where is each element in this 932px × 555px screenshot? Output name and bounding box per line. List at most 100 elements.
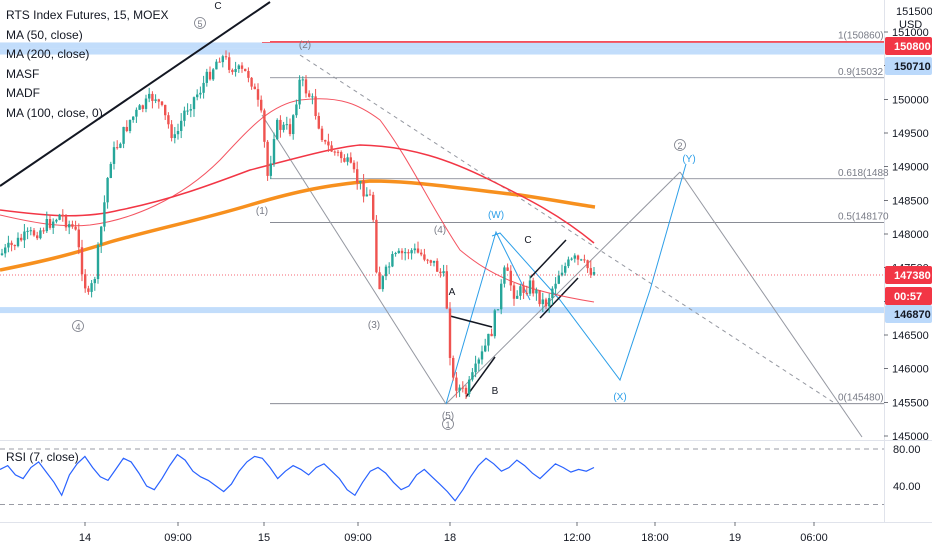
- candle-body: [167, 115, 170, 125]
- candle-body: [247, 71, 250, 78]
- candle-body: [349, 157, 352, 163]
- candle-body: [109, 163, 112, 178]
- dashed-trendline[interactable]: [299, 54, 834, 403]
- candle-body: [432, 260, 436, 263]
- candle-body: [0, 253, 4, 255]
- candle-body: [192, 97, 196, 110]
- candle-body: [340, 152, 343, 159]
- candle-body: [202, 82, 205, 93]
- wave-label-9: 2: [677, 141, 682, 151]
- wave-label-12: (X): [613, 392, 626, 403]
- wave-label-3: (1): [256, 206, 268, 217]
- candle-body: [212, 69, 215, 80]
- candle-body: [487, 333, 490, 346]
- support-zone-1: [0, 48, 884, 55]
- wedge-line-bottom[interactable]: [539, 277, 579, 319]
- candle-body: [231, 69, 234, 73]
- price-label-box-4: [885, 287, 932, 305]
- candle-body: [237, 65, 240, 70]
- time-tick-4: 18: [444, 532, 456, 544]
- elliott-line-1[interactable]: [261, 114, 447, 405]
- triangle-line-bottom[interactable]: [465, 356, 496, 398]
- legend-madf[interactable]: MADF: [6, 86, 40, 100]
- candle-body: [13, 245, 16, 247]
- price-label-2: 150710: [894, 61, 931, 73]
- fib-label-0: 1(150860): [838, 30, 884, 41]
- time-tick-8: 06:00: [800, 532, 828, 544]
- price-label-box-2: [885, 57, 932, 75]
- price-label-5: 146870: [894, 309, 931, 321]
- candle-body: [570, 258, 573, 260]
- wedge-line-top[interactable]: [529, 239, 567, 279]
- time-tick-7: 19: [729, 532, 741, 544]
- price-tick-11: 145500: [892, 397, 929, 409]
- candle-body: [580, 259, 583, 261]
- time-axis[interactable]: 14 09:00 15 09:00 18 12:00 18:00 19 06:00: [79, 522, 828, 544]
- candle-body: [170, 124, 173, 139]
- candle-body: [87, 288, 90, 292]
- legend-masf[interactable]: MASF: [6, 66, 40, 81]
- candle-body: [429, 260, 432, 263]
- candle-body: [304, 79, 308, 94]
- triangle-line-top[interactable]: [449, 315, 493, 328]
- wave-label-11: (Y): [682, 154, 695, 165]
- candle-body: [52, 221, 55, 228]
- projection-path-a[interactable]: [445, 230, 531, 405]
- candle-body: [266, 141, 269, 176]
- candle-body: [583, 259, 586, 261]
- wave-label-15: C: [524, 235, 531, 246]
- candle-body: [455, 377, 458, 391]
- candle-body: [183, 110, 186, 121]
- candle-body: [464, 387, 468, 394]
- candle-body: [461, 387, 464, 389]
- elliott-line-3[interactable]: [679, 171, 863, 438]
- candle-body: [317, 116, 320, 129]
- wave-label-ring: [194, 17, 206, 29]
- rsi-legend[interactable]: RSI (7, close): [6, 450, 79, 464]
- candle-body: [138, 105, 141, 110]
- candle-body: [93, 279, 96, 284]
- drawings-layer[interactable]: [0, 1, 863, 438]
- candle-body: [410, 250, 413, 254]
- candle-body: [532, 280, 535, 294]
- candle-body: [500, 283, 503, 310]
- projection-path-w-x-y[interactable]: [491, 163, 687, 382]
- wave-label-14: B: [492, 386, 499, 397]
- candle-body: [535, 290, 538, 294]
- candle-body: [490, 333, 493, 337]
- candle-body: [445, 271, 448, 309]
- legend-ma200[interactable]: MA (200, close): [6, 47, 90, 61]
- elliott-line-2[interactable]: [445, 171, 681, 405]
- candle-body: [173, 134, 176, 139]
- wave-label-2: (2): [299, 40, 311, 51]
- candle-body: [567, 259, 570, 267]
- candle-body: [45, 219, 48, 232]
- wave-labels: C 5 (2) (1) (4) (3) 4 (5)1 2 (W) (Y) (X) A B C: [72, 1, 696, 430]
- candle-body: [141, 105, 144, 109]
- candle-body: [132, 116, 135, 120]
- price-labels: 150800 150710 147380 00:57 146870: [885, 37, 932, 323]
- candle-body: [7, 242, 10, 248]
- legend-title[interactable]: RTS Index Futures, 15, MOEX: [6, 8, 169, 22]
- candle-body: [506, 267, 509, 271]
- wave-label-6: 4: [75, 322, 80, 332]
- trendline-channel[interactable]: [0, 1, 271, 187]
- candle-body: [55, 219, 58, 222]
- candle-body: [468, 379, 471, 394]
- candle-body: [362, 180, 365, 197]
- candle-body: [256, 89, 260, 100]
- candle-body: [151, 93, 154, 101]
- candle-body: [276, 119, 279, 140]
- legend-ma100[interactable]: MA (100, close, 0): [6, 105, 103, 120]
- candle-body: [20, 237, 23, 241]
- candle-body: [218, 61, 221, 63]
- price-pane[interactable]: [0, 0, 884, 440]
- price-tick-6: 148000: [892, 229, 929, 241]
- candle-body: [189, 109, 192, 111]
- candlestick-series[interactable]: [0, 50, 596, 399]
- legend-ma50[interactable]: MA (50, close): [6, 27, 83, 42]
- time-tick-1: 09:00: [164, 532, 192, 544]
- rsi-pane[interactable]: 80.00 40.00: [0, 444, 921, 505]
- candle-body: [122, 126, 125, 144]
